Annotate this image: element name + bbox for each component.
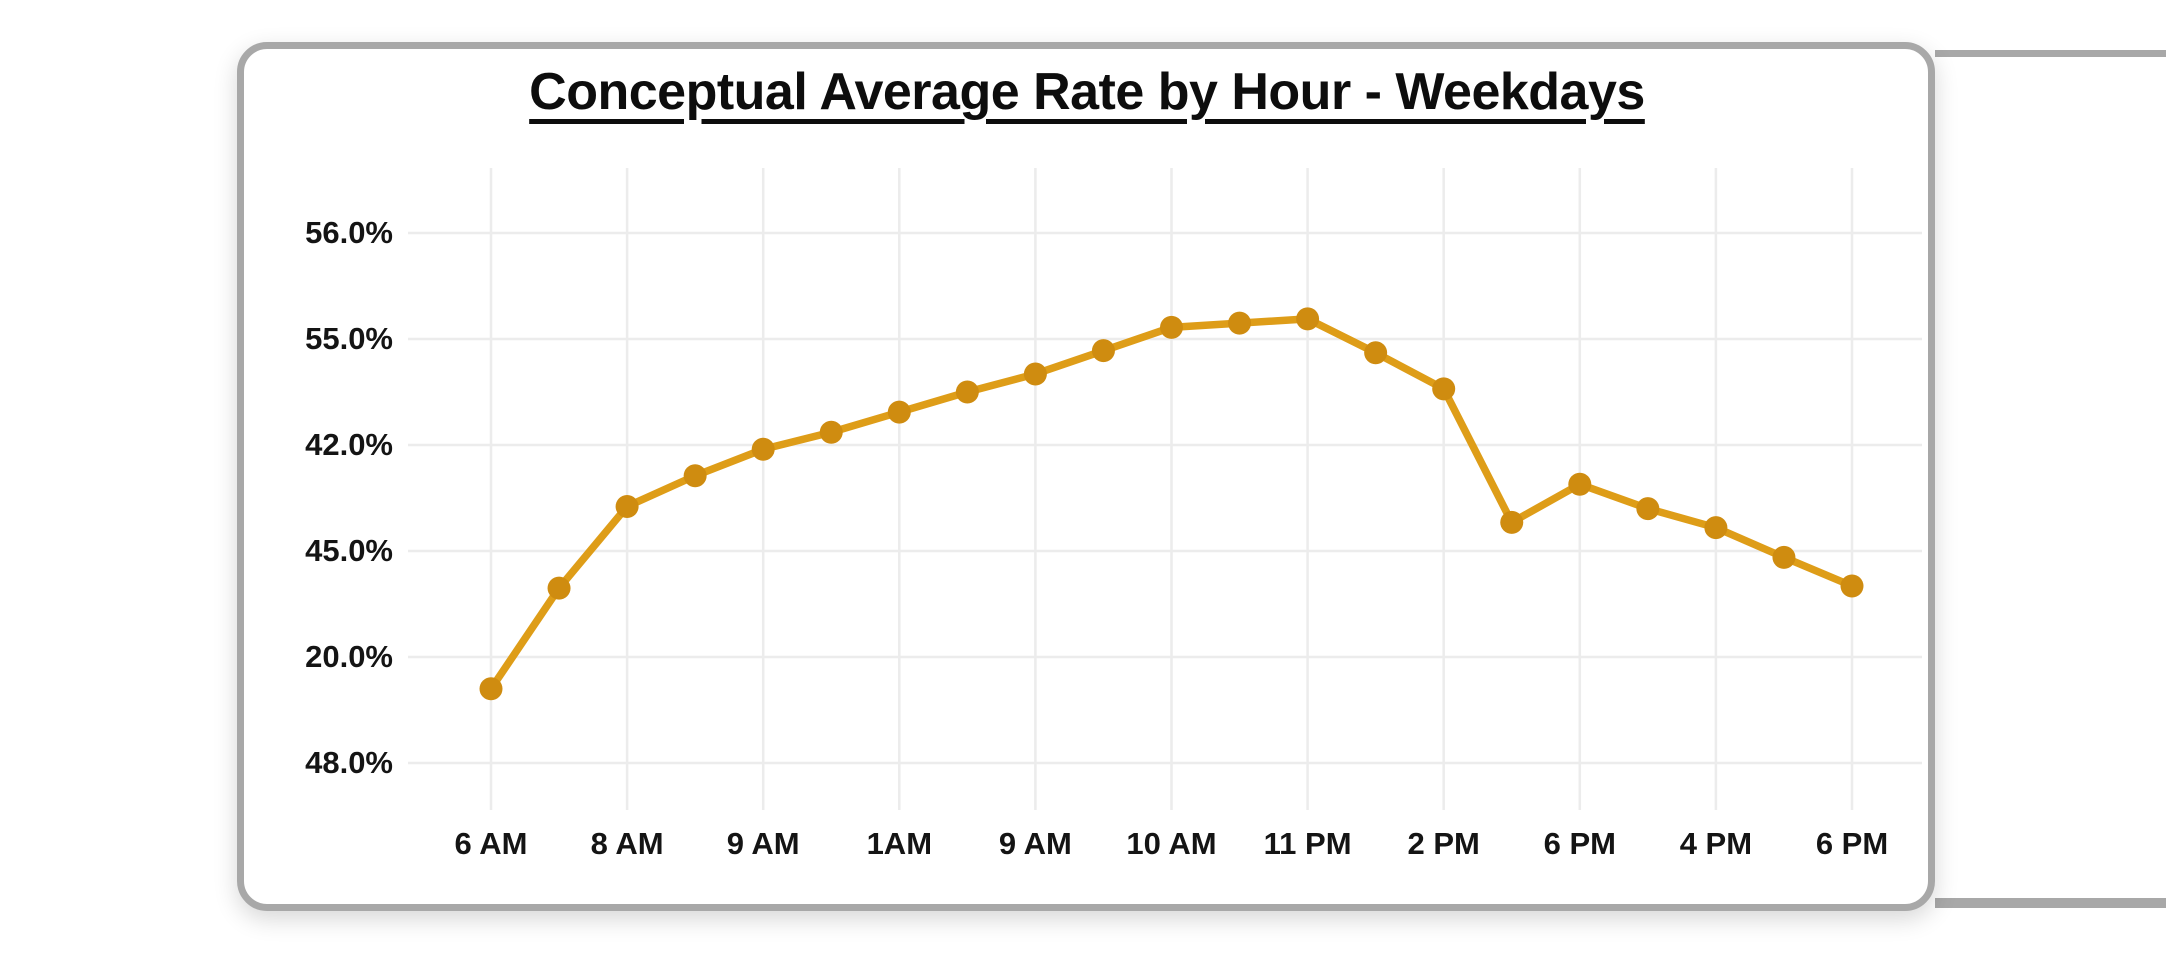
data-point-marker xyxy=(1704,516,1728,540)
x-tick-label: 8 AM xyxy=(590,826,664,861)
y-tick-label: 42.0% xyxy=(305,427,393,462)
chart-card xyxy=(237,42,1935,911)
data-point-marker xyxy=(819,420,843,444)
data-point-marker xyxy=(751,437,775,461)
chart-title: Conceptual Average Rate by Hour - Weekda… xyxy=(529,63,1645,121)
window-frame-top-bar xyxy=(1935,50,2166,57)
x-tick-label: 6 AM xyxy=(454,826,528,861)
data-point-marker xyxy=(887,400,911,424)
x-tick-label: 9 AM xyxy=(726,826,800,861)
data-point-marker xyxy=(683,464,707,488)
y-tick-label: 45.0% xyxy=(305,533,393,568)
data-point-marker xyxy=(1091,339,1115,363)
y-tick-label: 20.0% xyxy=(305,639,393,674)
data-point-marker xyxy=(1160,315,1183,339)
data-point-marker xyxy=(1296,307,1320,331)
data-point-marker xyxy=(547,576,571,600)
data-point-marker xyxy=(615,494,639,518)
data-point-marker xyxy=(1568,472,1592,496)
data-point-marker xyxy=(479,677,503,701)
window-frame-bottom-bar xyxy=(1935,898,2166,908)
data-point-marker xyxy=(955,380,979,404)
y-tick-label: 48.0% xyxy=(305,745,393,780)
x-tick-label: 6 PM xyxy=(1815,826,1889,861)
data-point-marker xyxy=(1636,497,1660,521)
x-tick-label: 6 PM xyxy=(1543,826,1616,861)
data-point-marker xyxy=(1500,510,1524,534)
data-point-marker xyxy=(1228,311,1252,335)
data-point-marker xyxy=(1023,362,1047,386)
x-tick-label: 2 PM xyxy=(1407,826,1480,861)
x-tick-label: 10 AM xyxy=(1126,826,1217,861)
data-point-marker xyxy=(1364,341,1388,365)
x-tick-label: 4 PM xyxy=(1679,826,1753,861)
y-tick-label: 56.0% xyxy=(305,215,393,250)
x-tick-label: 9 AM xyxy=(998,826,1072,861)
y-tick-label: 55.0% xyxy=(305,321,393,356)
data-point-marker xyxy=(1432,377,1456,401)
x-tick-label: 11 PM xyxy=(1263,826,1352,861)
data-point-marker xyxy=(1772,545,1796,569)
data-point-marker xyxy=(1840,574,1864,598)
x-tick-label: 1AM xyxy=(866,826,933,861)
